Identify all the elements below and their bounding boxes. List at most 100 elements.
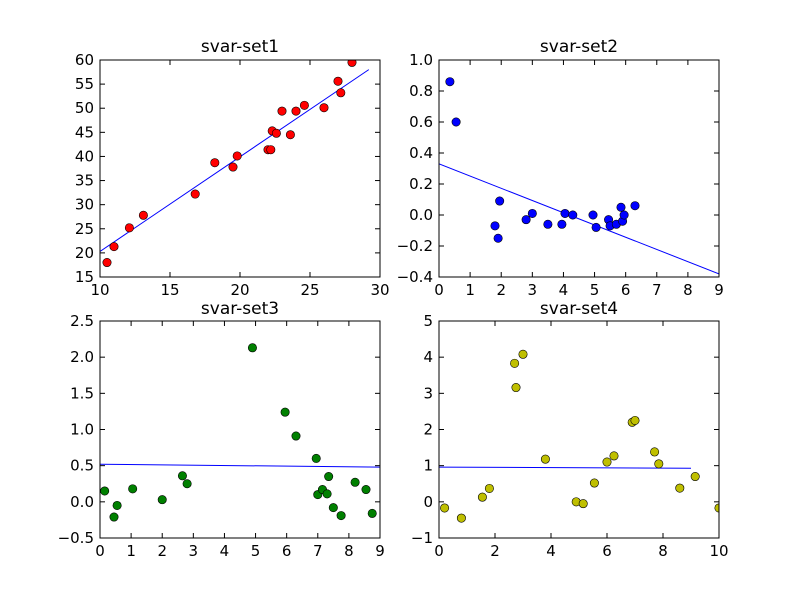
data-point xyxy=(361,485,371,495)
x-tick-label: 15 xyxy=(160,281,179,299)
data-point xyxy=(521,215,531,225)
data-point xyxy=(527,208,537,218)
y-tick-label: 35 xyxy=(75,172,94,190)
data-point xyxy=(328,503,338,513)
x-tick-label: 6 xyxy=(282,542,292,560)
data-point xyxy=(650,447,660,457)
x-tick-label: 4 xyxy=(559,281,569,299)
data-point xyxy=(228,162,238,172)
x-tick-label: 1 xyxy=(465,281,475,299)
plot-data xyxy=(439,77,719,275)
x-tick-label: 4 xyxy=(220,542,230,560)
data-point xyxy=(277,106,287,116)
x-tick-label: 20 xyxy=(230,281,249,299)
y-tick-label: 2.5 xyxy=(70,312,94,330)
x-tick-label: 10 xyxy=(709,542,728,560)
plot-background xyxy=(100,60,380,277)
y-tick-label: 0.4 xyxy=(409,144,433,162)
y-tick-label: 55 xyxy=(75,75,94,93)
y-tick-label: 20 xyxy=(75,244,94,262)
data-point xyxy=(560,208,570,218)
x-tick-label: 10 xyxy=(90,281,109,299)
x-tick-label: 4 xyxy=(546,542,556,560)
data-point xyxy=(543,219,553,229)
y-tick-label: 0.0 xyxy=(70,493,94,511)
data-point xyxy=(291,431,301,441)
x-tick-label: 5 xyxy=(590,281,600,299)
plot-background xyxy=(100,321,380,538)
y-tick-label: 15 xyxy=(75,268,94,286)
data-point xyxy=(100,486,110,496)
x-tick-label: 2 xyxy=(490,542,500,560)
data-point xyxy=(589,478,599,488)
data-point xyxy=(588,210,598,220)
y-tick-label: 4 xyxy=(423,348,433,366)
y-tick-label: −0.5 xyxy=(58,529,94,547)
data-point xyxy=(247,343,257,353)
data-point xyxy=(128,484,138,494)
y-tick-label: 45 xyxy=(75,123,94,141)
data-point xyxy=(266,145,276,155)
data-point xyxy=(511,383,521,393)
data-point xyxy=(336,511,346,521)
regression-line xyxy=(100,463,380,468)
plot-area: 0 1 2 3 4 5 6 7 8 9 −0.5 0.0 0.5 1.0 1.5 2.0 2.5 xyxy=(58,312,385,560)
y-tick-label: 2.0 xyxy=(70,348,94,366)
data-point xyxy=(518,349,528,359)
subplot-svar-set2: svar-set2 0 1 2 3 4 5 6 7 8 9 −0.4 −0.2 0.0 0.2 0.4 0.6… xyxy=(397,37,724,299)
data-point xyxy=(182,479,192,489)
y-tick-label: 50 xyxy=(75,99,94,117)
data-point xyxy=(109,512,119,522)
data-point xyxy=(540,454,550,464)
x-tick-label: 8 xyxy=(683,281,693,299)
y-tick-label: 0.6 xyxy=(409,113,433,131)
data-point xyxy=(456,513,466,523)
y-tick-label: 1.5 xyxy=(70,384,94,402)
data-point xyxy=(578,499,588,509)
data-point xyxy=(333,76,343,86)
data-point xyxy=(440,503,450,513)
x-tick-label: 6 xyxy=(621,281,631,299)
y-tick-label: 60 xyxy=(75,51,94,69)
x-tick-label: 7 xyxy=(652,281,662,299)
x-tick-label: 2 xyxy=(496,281,506,299)
x-tick-label: 3 xyxy=(189,542,199,560)
data-point xyxy=(602,457,612,467)
x-tick-label: 9 xyxy=(375,542,385,560)
x-tick-label: 0 xyxy=(95,542,105,560)
plot-data xyxy=(100,60,370,268)
y-tick-label: 0.2 xyxy=(409,175,433,193)
y-tick-label: 2 xyxy=(423,421,433,439)
subplot-title: svar-set1 xyxy=(201,37,279,57)
x-tick-label: 30 xyxy=(370,281,389,299)
x-tick-label: 8 xyxy=(658,542,668,560)
data-point xyxy=(557,219,567,229)
plot-frame xyxy=(438,59,720,278)
data-point xyxy=(510,358,520,368)
data-point xyxy=(477,492,487,502)
data-point xyxy=(285,130,295,140)
y-tick-label: −0.4 xyxy=(397,268,433,286)
y-tick-label: 0.8 xyxy=(409,82,433,100)
x-tick-label: 25 xyxy=(300,281,319,299)
x-tick-label: 7 xyxy=(313,542,323,560)
y-tick-label: 40 xyxy=(75,147,94,165)
y-tick-label: 0 xyxy=(423,493,433,511)
plot-data xyxy=(100,343,380,522)
data-point xyxy=(102,258,112,268)
regression-line xyxy=(439,163,719,275)
data-point xyxy=(630,415,640,425)
y-tick-label: −1 xyxy=(411,529,433,547)
subplot-title: svar-set2 xyxy=(540,37,618,57)
data-point xyxy=(232,151,242,161)
plot-area: 0 1 2 3 4 5 6 7 8 9 −0.4 −0.2 0.0 0.2 0.4 0.6 0.8 1.0 xyxy=(397,51,724,299)
data-point xyxy=(190,189,200,199)
data-point xyxy=(484,483,494,493)
x-tick-label: 1 xyxy=(126,542,136,560)
x-tick-label: 0 xyxy=(434,542,444,560)
data-point xyxy=(124,223,134,233)
